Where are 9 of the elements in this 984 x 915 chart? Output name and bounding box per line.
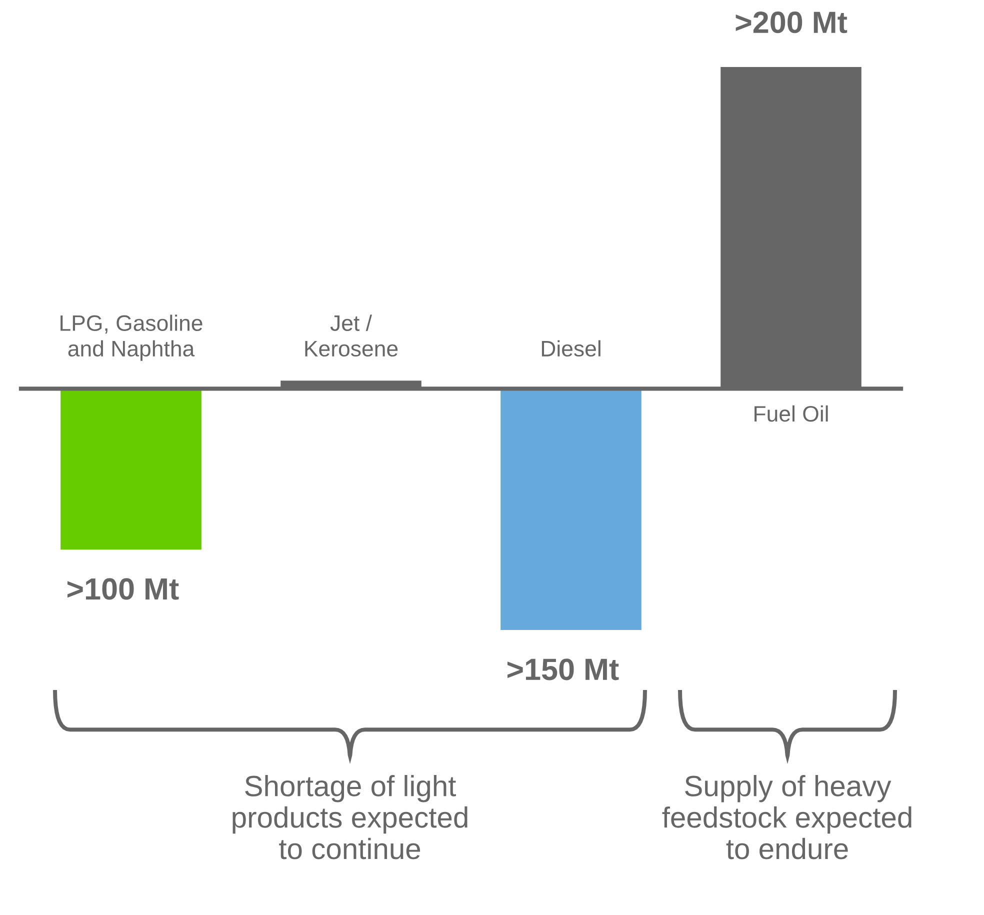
x-tick-label: Jet / Kerosene [305,314,398,357]
x-tick-label: Fuel Oil [754,405,828,422]
text: Shortage of light products expected to continue [232,775,468,860]
data-label: >200 Mt [736,12,848,34]
data-label: >100 Mt [67,578,179,600]
x-tick-label: Diesel [542,340,600,357]
text: Supply of heavy feedstock expected to endure [662,775,912,860]
data-label: >150 Mt [507,658,619,680]
x-tick-label: LPG, Gasoline and Naphtha [60,314,202,361]
